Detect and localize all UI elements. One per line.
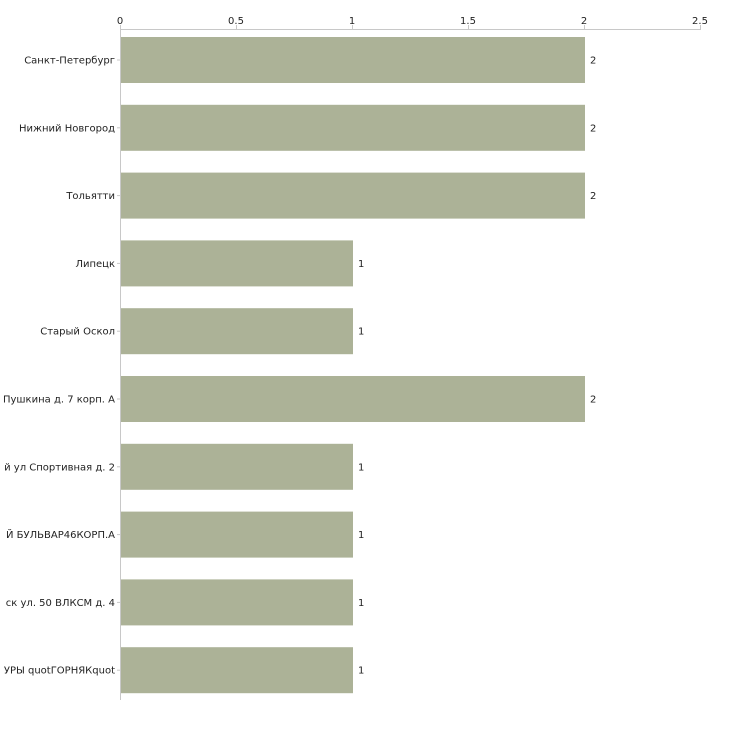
- category-label: Тольятти: [65, 191, 115, 202]
- data-label: 1: [358, 666, 364, 677]
- bar: [121, 172, 585, 219]
- data-label: 2: [590, 123, 596, 134]
- category-label: Санкт-Петербург: [24, 56, 115, 67]
- x-tick-label: 2: [581, 16, 587, 27]
- data-label: 1: [358, 598, 364, 609]
- category-label: УРЫ quotГОРНЯКquot: [4, 666, 115, 677]
- data-label: 2: [590, 395, 596, 406]
- bar: [121, 376, 585, 422]
- bar: [121, 443, 353, 490]
- category-label: Пушкина д. 7 корп. А: [3, 395, 115, 406]
- bar: [121, 579, 353, 626]
- category-label: ск ул. 50 ВЛКСМ д. 4: [6, 598, 115, 609]
- bars-group: Санкт-Петербург 2 Нижний Новгород 2 Тольятти…: [3, 37, 596, 694]
- bar: [121, 240, 353, 287]
- data-label: 1: [358, 530, 364, 541]
- category-label: Нижний Новгород: [19, 123, 115, 134]
- bar: [121, 37, 585, 83]
- bar: [121, 647, 353, 694]
- x-tick-label: 2.5: [692, 16, 708, 27]
- category-label: Липецк: [75, 259, 115, 270]
- data-label: 1: [358, 327, 364, 338]
- category-label: Й БУЛЬВАР46КОРП.А: [6, 528, 115, 541]
- bar: [121, 511, 353, 558]
- bar: [121, 104, 585, 151]
- data-label: 1: [358, 462, 364, 473]
- bar: [121, 308, 353, 355]
- x-tick-label: 0.5: [228, 16, 244, 27]
- category-label: й ул Спортивная д. 2: [4, 462, 115, 473]
- category-label: Старый Оскол: [40, 327, 115, 338]
- data-label: 1: [358, 259, 364, 270]
- data-label: 2: [590, 191, 596, 202]
- data-label: 2: [590, 56, 596, 67]
- x-tick-label: 1: [349, 16, 355, 27]
- x-tick-label: 0: [117, 16, 123, 27]
- x-tick-label: 1.5: [460, 16, 476, 27]
- x-axis: 0 0.5 1 1.5 2 2.5: [117, 16, 708, 700]
